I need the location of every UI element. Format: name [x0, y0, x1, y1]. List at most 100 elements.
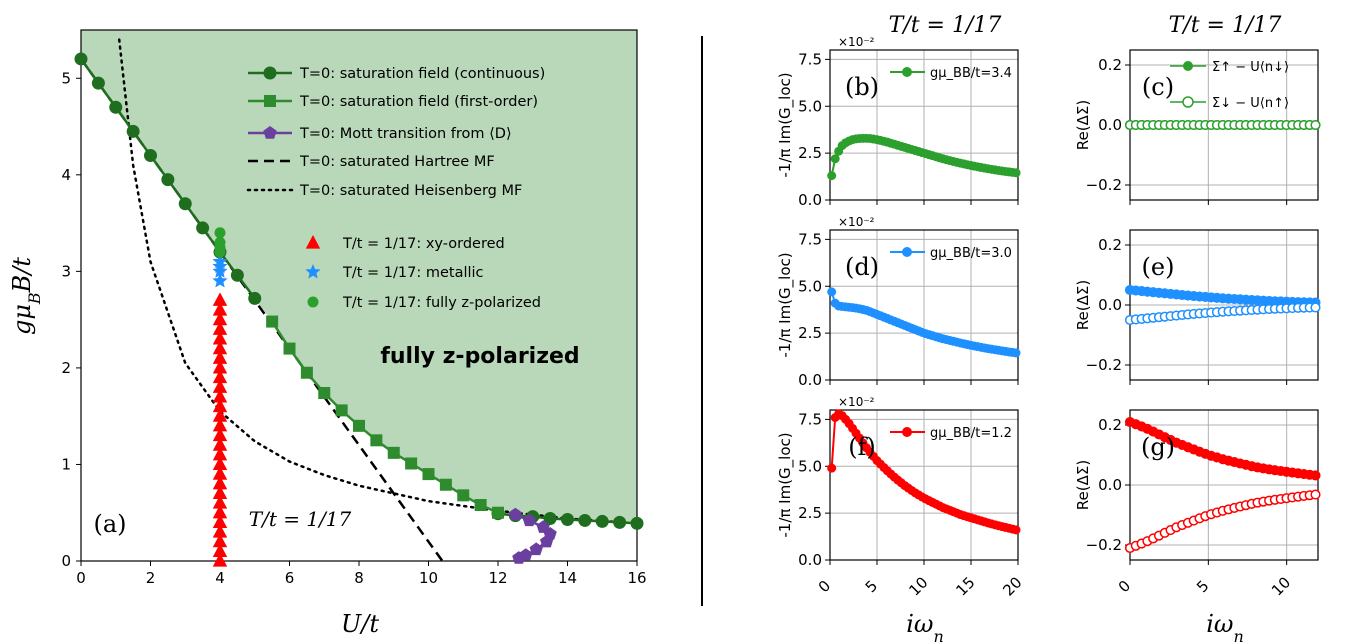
y-axis-label: -1/π Im(G_loc)	[776, 432, 795, 537]
y-axis-label: -1/π Im(G_loc)	[776, 252, 795, 357]
y-tick-label: 5	[61, 69, 71, 87]
panel-label: (e)	[1142, 253, 1175, 281]
x-axis-label-iwn: iωn	[1206, 610, 1244, 643]
x-tick-label: 20	[999, 573, 1025, 599]
metallic-point	[212, 273, 228, 288]
legend-label: gμ_BB/t=1.2	[930, 426, 1012, 441]
legend-marker	[902, 247, 912, 257]
y-tick-label: 3	[61, 262, 71, 280]
xy-ordered-point	[212, 311, 228, 326]
z-polarized-point	[214, 227, 226, 239]
panel-G-1: 0.0 2.5 5.0 7.5 ×10⁻² (d) gμ_BB/t=3.0 -1/π Im(G…	[776, 215, 1021, 389]
panel-label: (d)	[845, 253, 879, 281]
y-tick-label: 5.0	[798, 457, 822, 475]
x-tick-label: 15	[952, 573, 978, 599]
panel-label-a: (a)	[93, 510, 126, 538]
y-tick-label: 2.5	[798, 504, 822, 522]
x-tick-label: 10	[1268, 573, 1294, 599]
xy-ordered-point	[212, 533, 228, 548]
legend-label: T=0: Mott transition from ⟨D⟩	[299, 126, 512, 142]
legend-marker	[305, 264, 321, 279]
y-tick-label: 0.2	[1098, 236, 1122, 254]
xy-ordered-point	[212, 543, 228, 557]
xy-ordered-point	[212, 514, 228, 528]
title-c: T/t = 1/17	[1169, 13, 1282, 38]
saturation-first-order-point	[266, 315, 279, 328]
legend-marker	[902, 427, 912, 437]
metallic-point	[212, 263, 228, 278]
panel-S-2: −0.2 0.0 0.2 (g) Re(ΔΣ)	[1074, 409, 1321, 565]
panel-G-2: 0.0 2.5 5.0 7.5 ×10⁻² (f) gμ_BB/t=1.2 -1/π Im(G…	[776, 395, 1021, 569]
xy-ordered-point	[212, 417, 228, 432]
saturation-first-order-point	[370, 434, 383, 447]
saturation-continuous-point	[126, 124, 140, 138]
legend-marker	[902, 67, 912, 77]
panel-G-0: 0.0 2.5 5.0 7.5 ×10⁻² (b) gμ_BB/t=3.4 -1/π Im(G…	[776, 35, 1021, 209]
saturation-continuous-point	[248, 291, 262, 305]
mott-transition-point	[508, 507, 522, 521]
xy-ordered-point	[212, 485, 228, 500]
y-multiplier: ×10⁻²	[838, 35, 875, 49]
x-tick-label: 14	[558, 569, 577, 587]
xy-ordered-point	[212, 427, 228, 442]
saturation-first-order-point	[387, 446, 400, 459]
saturation-first-order-point	[405, 457, 418, 470]
mott-transition-point	[529, 542, 543, 556]
metallic-point	[212, 253, 228, 269]
y-tick-label: 0.0	[798, 371, 822, 389]
xy-ordered-point	[212, 456, 228, 471]
y-tick-label: −0.2	[1086, 536, 1122, 554]
G-point	[827, 463, 837, 473]
saturation-first-order-point	[318, 387, 331, 400]
xy-ordered-point	[212, 340, 228, 355]
y-axis-label: -1/π Im(G_loc)	[776, 72, 795, 177]
legend-label: Σ↑ − U⟨n↓⟩	[1212, 60, 1289, 75]
G-point	[1011, 525, 1021, 535]
legend-label: T/t = 1/17: metallic	[342, 265, 484, 281]
panel-label: (c)	[1142, 73, 1174, 101]
panel-label: (g)	[1141, 433, 1175, 461]
x-tick-label: 10	[905, 573, 931, 599]
mott-transition-point	[512, 551, 526, 564]
legend-label: gμ_BB/t=3.4	[930, 66, 1012, 81]
saturation-continuous-point	[74, 52, 88, 66]
saturation-first-order-point	[492, 506, 504, 519]
panel-label: (b)	[845, 73, 879, 101]
y-axis-label: Re(ΔΣ)	[1074, 460, 1092, 510]
temperature-label: T/t = 1/17	[249, 507, 352, 531]
legend-marker	[305, 235, 321, 249]
legend-label: T/t = 1/17: fully z-polarized	[342, 295, 541, 311]
xy-ordered-point	[212, 379, 228, 393]
y-tick-label: 4	[61, 166, 71, 184]
G-point	[1011, 348, 1021, 358]
saturation-continuous-point	[178, 197, 192, 211]
y-axis-label: Re(ΔΣ)	[1074, 280, 1092, 330]
y-tick-label: 1	[61, 455, 71, 473]
y-tick-label: 0.0	[1098, 296, 1122, 314]
saturation-continuous-point	[144, 149, 157, 163]
saturation-continuous-point	[613, 515, 627, 529]
saturation-first-order-point	[474, 499, 487, 512]
xy-ordered-point	[212, 504, 228, 519]
xy-ordered-point	[212, 398, 228, 413]
G-point	[827, 287, 837, 297]
z-polarized-point	[214, 236, 226, 248]
saturation-first-order-point	[353, 419, 365, 432]
y-tick-label: 0.0	[1098, 116, 1122, 134]
legend-marker	[1183, 61, 1193, 71]
y-tick-label: −0.2	[1086, 356, 1122, 374]
y-axis-label: Re(ΔΣ)	[1074, 100, 1092, 150]
y-tick-label: 0.0	[798, 551, 822, 569]
y-tick-label: 7.5	[798, 230, 822, 248]
S-point-open	[1310, 302, 1321, 313]
y-tick-label: 7.5	[798, 410, 822, 428]
y-tick-label: 5.0	[798, 277, 822, 295]
xy-ordered-point	[212, 408, 228, 422]
y-tick-label: 7.5	[798, 50, 822, 68]
x-tick-label: 0	[1115, 577, 1134, 596]
G-point	[830, 154, 840, 164]
xy-ordered-point	[212, 350, 228, 364]
legend-marker	[1182, 96, 1194, 108]
saturation-continuous-point	[196, 221, 210, 235]
